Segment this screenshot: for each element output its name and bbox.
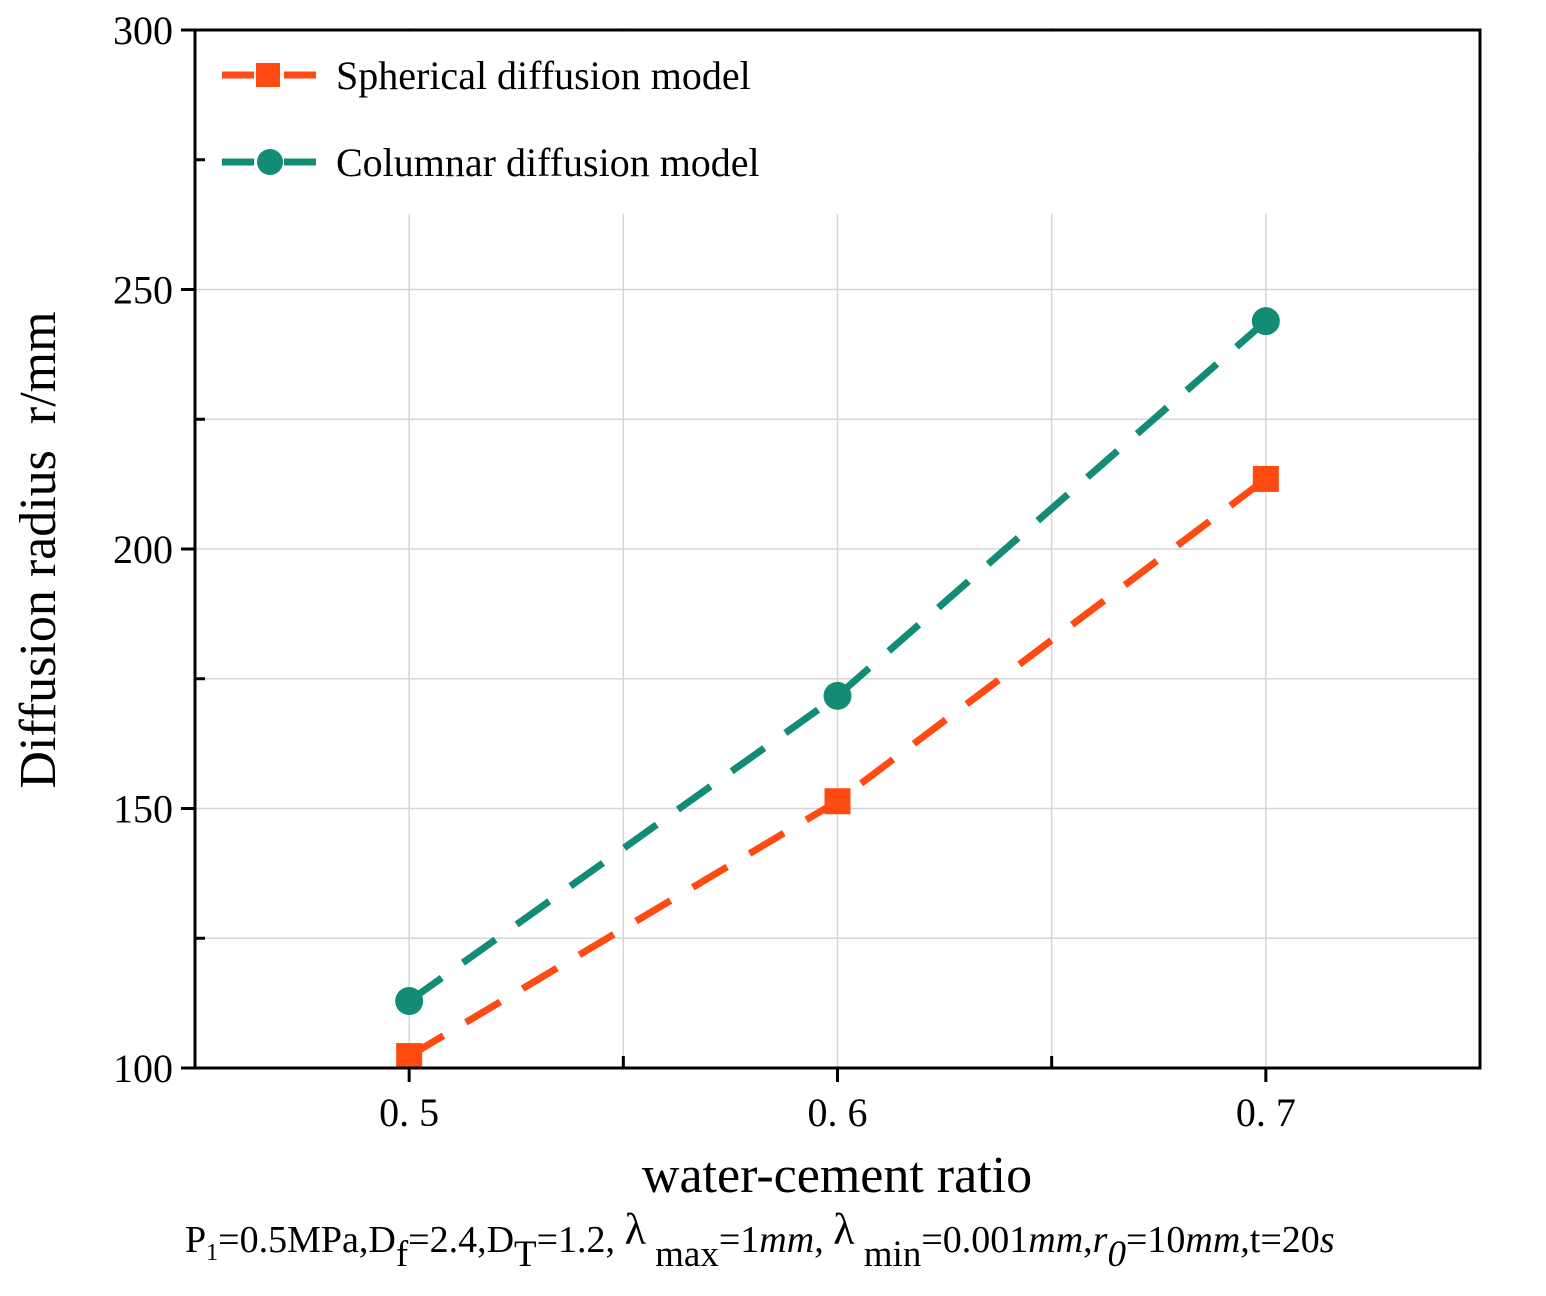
- data-point-circle: [823, 681, 852, 710]
- legend-background: [197, 32, 1478, 214]
- annotation-segment: 1: [206, 1240, 219, 1266]
- annotation-segment: =1: [718, 1219, 760, 1261]
- series-spherical: [396, 465, 1279, 1070]
- y-tick-label: 150: [113, 787, 173, 832]
- y-tick-label: 250: [113, 268, 173, 313]
- annotation-segment: λ: [833, 1205, 855, 1254]
- annotation-segment: P: [185, 1219, 207, 1261]
- data-point-circle: [1251, 307, 1280, 336]
- x-tick-label: 0. 7: [1236, 1090, 1296, 1135]
- y-tick-label: 200: [113, 527, 173, 572]
- annotation-segment: 0: [1107, 1234, 1126, 1275]
- x-tick-labels: 0. 5 0. 6 0. 7: [379, 1090, 1296, 1135]
- x-tick-label: 0. 5: [379, 1090, 439, 1135]
- annotation-segment: r: [1092, 1219, 1108, 1261]
- parameter-annotation: P1=0.5MPa,Df=2.4,DT=1.2, λ max=1mm, λ mi…: [185, 1205, 1335, 1275]
- x-axis-title: water-cement ratio: [642, 1147, 1032, 1204]
- annotation-segment: =2.4,D: [408, 1219, 515, 1261]
- legend-label: Columnar diffusion model: [336, 140, 760, 185]
- annotation-segment: =0.5MPa,D: [218, 1219, 396, 1261]
- legend-entry-spherical: Spherical diffusion model: [222, 53, 751, 98]
- legend-circle-marker: [257, 149, 283, 175]
- annotation-segment: λ: [624, 1205, 646, 1254]
- series-columnar: [395, 307, 1280, 1016]
- annotation-segment: =0.001: [921, 1219, 1029, 1261]
- data-point-square: [396, 1043, 423, 1070]
- legend-square-marker: [256, 63, 280, 87]
- series-layer: [395, 307, 1280, 1070]
- axis-ticks: [181, 28, 1268, 1082]
- legend-label: Spherical diffusion model: [336, 53, 751, 98]
- x-tick-label: 0. 6: [808, 1090, 868, 1135]
- data-point-square: [824, 788, 851, 815]
- annotation-segment: ,: [1083, 1219, 1093, 1261]
- annotation-segment: =1.2,: [536, 1219, 625, 1261]
- legend: Spherical diffusion model Columnar diffu…: [222, 53, 760, 185]
- y-axis-title: Diffusion radius r/mm: [10, 311, 67, 788]
- annotation-segment: f: [395, 1234, 409, 1275]
- y-tick-label: 300: [113, 8, 173, 53]
- annotation-segment: max: [645, 1234, 719, 1275]
- y-tick-labels: 100 150 200 250 300: [113, 8, 173, 1091]
- data-point-square: [1252, 465, 1279, 492]
- data-point-circle: [395, 987, 424, 1016]
- annotation-segment: mm: [1028, 1219, 1084, 1261]
- annotation-segment: s: [1319, 1219, 1335, 1261]
- annotation-segment: ,t=20: [1240, 1219, 1320, 1261]
- annotation-segment: mm: [1185, 1219, 1241, 1261]
- annotation-segment: mm: [759, 1219, 815, 1261]
- annotation-segment: =10: [1125, 1219, 1186, 1261]
- annotation-segment: ,: [814, 1219, 834, 1261]
- annotation-segment: min: [854, 1234, 922, 1275]
- annotation-segment: T: [514, 1234, 537, 1275]
- y-tick-label: 100: [113, 1046, 173, 1091]
- legend-entry-columnar: Columnar diffusion model: [222, 140, 760, 185]
